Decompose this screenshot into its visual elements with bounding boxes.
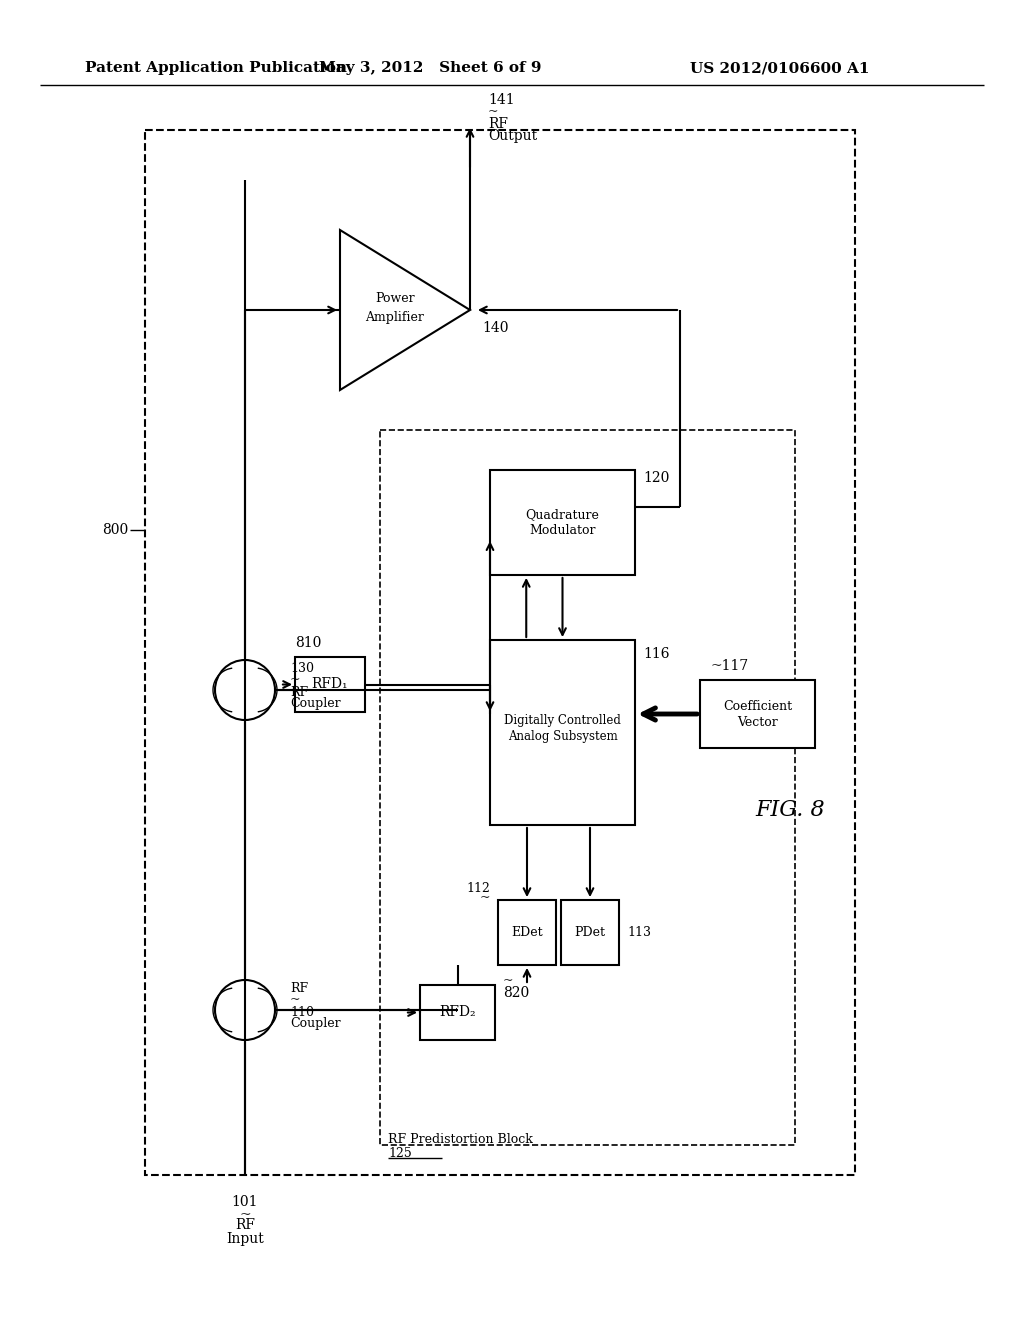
Text: Coupler: Coupler [290,697,341,710]
Text: Coefficient: Coefficient [723,700,792,713]
Text: 112: 112 [466,882,490,895]
Text: 130: 130 [290,661,314,675]
Text: ~: ~ [290,673,300,686]
Text: RF: RF [290,685,308,698]
Text: ~: ~ [479,891,490,904]
Text: PDet: PDet [574,927,605,939]
Text: RF: RF [488,117,508,131]
Text: EDet: EDet [511,927,543,939]
Text: ~: ~ [488,106,499,119]
Text: 116: 116 [643,647,670,661]
Text: Amplifier: Amplifier [366,312,424,325]
Text: 820: 820 [503,986,529,1001]
Text: Patent Application Publication: Patent Application Publication [85,61,347,75]
Text: May 3, 2012   Sheet 6 of 9: May 3, 2012 Sheet 6 of 9 [318,61,542,75]
Text: 140: 140 [482,321,509,335]
Bar [498,900,556,965]
Text: Power: Power [375,292,415,305]
Text: RF Predistortion Block: RF Predistortion Block [388,1133,532,1146]
Text: 800: 800 [101,523,128,537]
Text: ~117: ~117 [710,659,749,673]
Text: 110: 110 [290,1006,314,1019]
Text: 101: 101 [231,1195,258,1209]
Text: FIG. 8: FIG. 8 [755,799,824,821]
Text: 120: 120 [643,471,670,484]
Text: ~: ~ [240,1208,251,1222]
Text: ~: ~ [290,994,300,1006]
Text: US 2012/0106600 A1: US 2012/0106600 A1 [690,61,870,75]
Bar [420,985,495,1040]
Bar [145,129,855,1175]
Text: Digitally Controlled: Digitally Controlled [504,714,621,727]
Text: Vector: Vector [737,715,778,729]
Text: 810: 810 [295,636,322,649]
Text: Quadrature: Quadrature [525,508,599,521]
Text: Analog Subsystem: Analog Subsystem [508,730,617,743]
Text: RF: RF [234,1218,255,1232]
Bar [490,640,635,825]
Text: ~: ~ [503,974,513,987]
Text: 141: 141 [488,92,515,107]
Text: 125: 125 [388,1147,412,1160]
Text: RFD₂: RFD₂ [439,1006,476,1019]
Bar [380,430,795,1144]
Text: Input: Input [226,1232,264,1246]
Text: 113: 113 [627,927,651,939]
Bar [561,900,618,965]
Bar [490,470,635,576]
Text: Modulator: Modulator [529,524,596,537]
Bar [295,657,365,711]
Bar [700,680,815,748]
Text: Coupler: Coupler [290,1018,341,1031]
Text: Output: Output [488,129,538,143]
Text: RFD₁: RFD₁ [311,677,348,692]
Text: RF: RF [290,982,308,994]
